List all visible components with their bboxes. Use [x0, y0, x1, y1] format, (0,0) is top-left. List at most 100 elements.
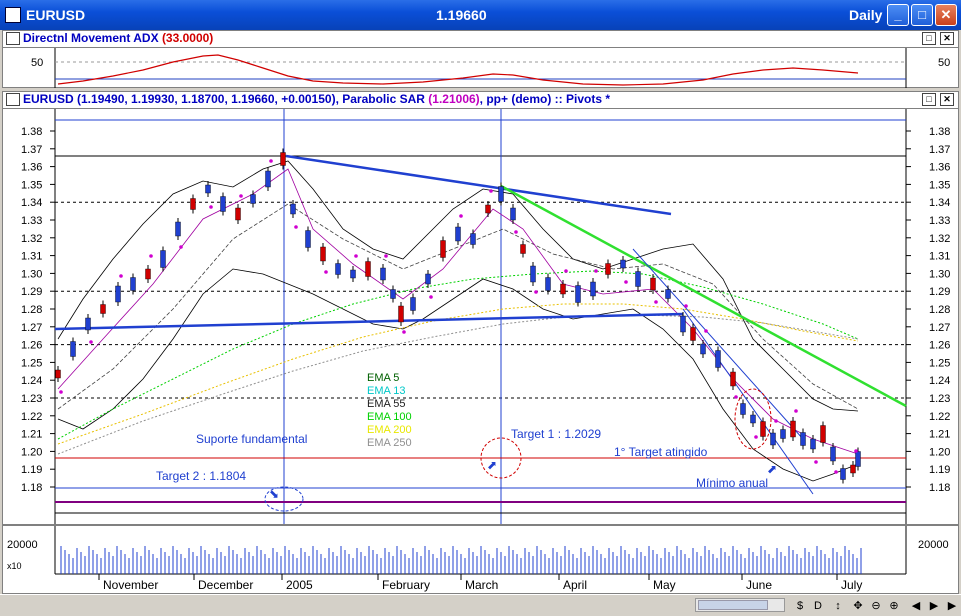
ema-13-line	[57, 168, 859, 455]
sar-dot	[89, 340, 93, 344]
y-tick-label-left: 1.38	[21, 126, 42, 138]
y-tick-label-left: 1.20	[21, 446, 42, 458]
candle-body	[365, 261, 371, 277]
pane-restore-button[interactable]: □	[922, 93, 936, 106]
target1-circle	[480, 437, 522, 479]
scroll-thumb[interactable]	[698, 600, 768, 610]
candle-body	[380, 267, 386, 281]
sar-dot	[149, 254, 153, 258]
updown-icon[interactable]: ↕	[835, 600, 841, 612]
scroll-left-icon[interactable]: $	[796, 600, 804, 612]
pane-restore-button[interactable]: □	[922, 32, 936, 45]
window-title-symbol: EURUSD	[26, 7, 86, 23]
candle-body	[850, 464, 856, 474]
price-pane: EURUSD (1.19490, 1.19930, 1.18700, 1.196…	[2, 91, 959, 525]
sar-dot	[209, 205, 213, 209]
pane-menu-icon[interactable]	[6, 32, 20, 45]
pane-menu-icon[interactable]	[6, 93, 20, 106]
candle-body	[700, 343, 706, 355]
price-chart: ⬊ ⬈ ⬈ Suporte fundamental Target 1 : 1.2…	[21, 109, 950, 524]
play-icon[interactable]: ▶	[947, 600, 957, 612]
sar-dot	[402, 330, 406, 334]
y-tick-label-right: 1.19	[929, 464, 950, 476]
legend-entry: EMA 5	[367, 372, 399, 384]
candle-body	[70, 341, 76, 357]
minimize-button[interactable]: _	[887, 4, 909, 26]
candle-body	[635, 271, 641, 287]
next-icon[interactable]: ▶	[929, 600, 939, 612]
candle-body	[455, 226, 461, 242]
candle-body	[485, 204, 491, 214]
horizontal-scrollbar[interactable]	[695, 598, 785, 612]
pane-close-button[interactable]: ✕	[940, 93, 954, 106]
adx-axis-right: 50	[938, 57, 950, 69]
legend-entry: EMA 100	[367, 411, 412, 423]
prev-icon[interactable]: ◀	[911, 600, 921, 612]
y-tick-label-right: 1.20	[929, 446, 950, 458]
candle-body	[250, 194, 256, 204]
y-tick-label-left: 1.25	[21, 357, 42, 369]
sar-dot	[854, 449, 858, 453]
y-tick-label-left: 1.35	[21, 179, 42, 191]
sar-value: (1.21006)	[428, 92, 480, 106]
candle-body	[470, 233, 476, 245]
candle-body	[130, 277, 136, 291]
zoom-out-icon[interactable]: ⊖	[871, 600, 881, 612]
candle-body	[290, 203, 296, 215]
y-tick-label-left: 1.24	[21, 375, 42, 387]
status-bar: $ D ↕ ✥ ⊖ ⊕ ◀ ▶ ▶	[0, 594, 961, 616]
close-button[interactable]: ✕	[935, 4, 957, 26]
volume-axis-left: 20000	[7, 539, 38, 551]
arrow-icon: ⬈	[767, 462, 777, 476]
y-tick-label-right: 1.22	[929, 411, 950, 423]
candle-body	[730, 371, 736, 387]
volume-pane: 20000 x10 20000 November December 2005 Febr…	[2, 525, 959, 594]
resistance-trendline	[285, 154, 672, 216]
sar-dot	[754, 435, 758, 439]
volume-multiplier: x10	[7, 561, 22, 571]
sar-dot	[654, 300, 658, 304]
sar-dot	[514, 230, 518, 234]
bollinger-upper	[57, 160, 859, 412]
sar-dot	[534, 290, 538, 294]
annotation-target2: Target 2 : 1.1804	[156, 469, 246, 483]
candle-body	[335, 263, 341, 275]
candle-body	[830, 446, 836, 462]
y-tick-label-right: 1.37	[929, 144, 950, 156]
y-tick-label-right: 1.21	[929, 429, 950, 441]
candle-body	[390, 289, 396, 299]
ema-55-line	[57, 203, 859, 410]
candle-body	[190, 198, 196, 210]
sar-dot	[239, 194, 243, 198]
arrow-icon: ⬊	[269, 487, 279, 501]
sar-dot	[429, 295, 433, 299]
y-tick-label-right: 1.33	[929, 215, 950, 227]
move-icon[interactable]: ✥	[853, 600, 863, 612]
y-tick-label-right: 1.38	[929, 126, 950, 138]
channel-upper	[632, 248, 804, 440]
window-title-price: 1.19660	[436, 7, 487, 23]
x-axis-month: March	[465, 578, 498, 592]
zoom-in-icon[interactable]: ⊕	[889, 600, 899, 612]
candle-body	[115, 285, 121, 303]
price-pane-header: EURUSD (1.19490, 1.19930, 1.18700, 1.196…	[3, 92, 958, 109]
volume-chart: 20000 x10 20000 November December 2005 Febr…	[7, 526, 949, 592]
pane-close-button[interactable]: ✕	[940, 32, 954, 45]
ema-250-line	[57, 314, 859, 455]
maximize-button[interactable]: □	[911, 4, 933, 26]
bollinger-lower	[57, 268, 859, 482]
y-tick-label-right: 1.24	[929, 375, 950, 387]
adx-pane: Directnl Movement ADX (33.0000) □ ✕ 50 50	[2, 30, 959, 88]
candle-body	[800, 432, 806, 446]
legend-entry: EMA 13	[367, 385, 406, 397]
candle-body	[498, 186, 504, 202]
y-tick-label-left: 1.30	[21, 268, 42, 280]
candle-body	[690, 327, 696, 341]
sar-dot	[294, 225, 298, 229]
app-icon[interactable]	[5, 7, 21, 23]
candle-body	[770, 432, 776, 446]
date-icon[interactable]: D	[814, 600, 822, 612]
y-tick-label-left: 1.22	[21, 411, 42, 423]
candle-body	[780, 429, 786, 439]
